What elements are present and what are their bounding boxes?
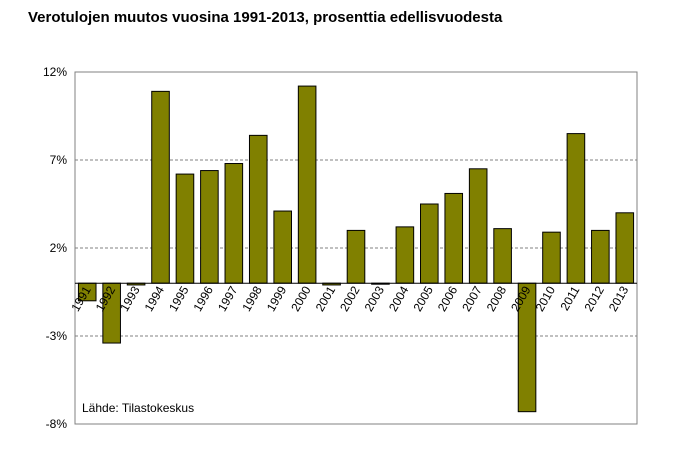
bar-2007 [468,168,488,284]
chart-title: Verotulojen muutos vuosina 1991-2013, pr… [28,9,503,26]
x-tick-labels: 1991199219931994199519961997199819992000… [68,283,631,313]
bar-2000 [297,85,317,284]
bar-1998 [248,134,268,284]
bar-2012 [591,229,610,284]
y-tick-label: 7% [50,153,68,167]
bar-1994 [151,90,170,284]
plot-frame [74,71,638,425]
y-tick-labels: 12% 7% 2% -3% -8% [43,65,67,431]
x-tick-label: 1995 [166,283,192,313]
x-tick-label: 2013 [606,283,632,313]
bar-2002 [346,229,366,284]
bar-2008 [493,228,512,284]
x-tick-label: 2012 [581,283,607,313]
bar-2004 [395,226,415,284]
bar-2010 [542,231,561,284]
bar-1996 [200,170,219,284]
bar-1999 [273,210,292,284]
x-tick-label: 1999 [264,283,290,313]
bar-2013 [615,212,635,284]
x-tick-label: 1996 [191,283,217,313]
x-tick-label: 2006 [435,283,461,313]
x-tick-label: 2003 [362,283,388,313]
bar-2006 [444,192,464,284]
bars [77,85,635,413]
x-tick-label: 2001 [313,283,339,313]
x-tick-label: 2000 [288,283,314,313]
x-tick-label: 1993 [117,283,143,313]
y-tick-label: 2% [50,241,68,255]
x-tick-label: 2008 [484,283,510,313]
x-tick-label: 2007 [459,283,485,313]
bar-2005 [420,203,439,284]
x-tick-label: 2011 [557,283,582,313]
bar-1995 [175,173,195,284]
x-tick-label: 2002 [337,283,363,313]
x-tick-label: 2010 [533,283,559,313]
x-tick-label: 1994 [142,283,168,313]
x-tick-label: 1998 [239,283,265,313]
y-tick-label: -3% [46,329,68,343]
bar-2011 [566,133,586,284]
x-tick-label: 1997 [215,283,241,313]
y-tick-label: 12% [43,65,67,79]
x-tick-label: 2005 [410,283,436,313]
y-tick-label: -8% [46,417,68,431]
x-tick-label: 2004 [386,283,412,313]
source-note: Lähde: Tilastokeskus [82,401,194,415]
bar-1997 [224,163,244,284]
